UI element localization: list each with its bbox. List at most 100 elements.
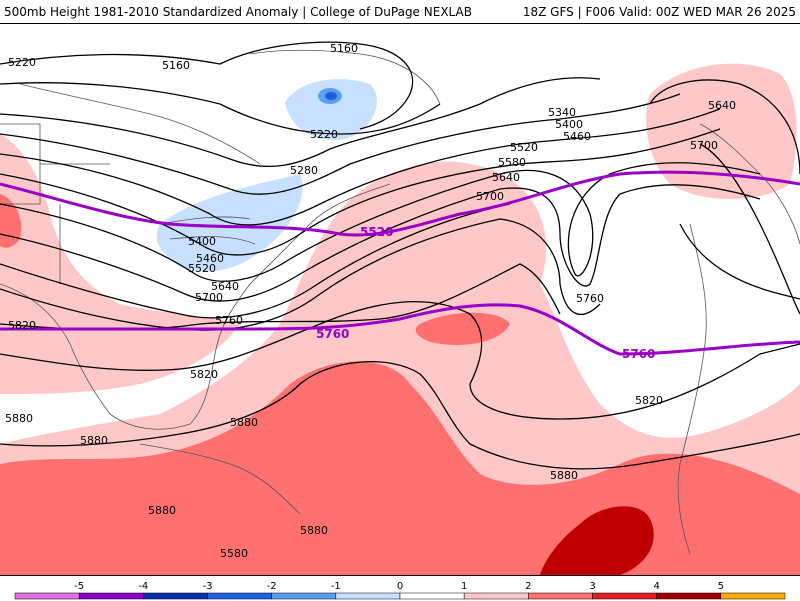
colorbar-swatches — [14, 592, 786, 600]
anomaly-pos2-small — [415, 312, 510, 345]
contour-label: 5880 — [230, 416, 258, 429]
colorbar-swatch — [656, 592, 722, 600]
title-bar: 500mb Height 1981-2010 Standardized Anom… — [0, 0, 800, 24]
anomaly-neg1-greenland — [285, 79, 377, 140]
contour-5520 — [0, 162, 761, 282]
colorbar-swatch — [78, 592, 144, 600]
contour-5340 — [0, 93, 681, 195]
contour-5160 — [0, 41, 414, 130]
contour-labels: 5160 5160 5220 5220 5280 5340 5400 5460 … — [5, 42, 736, 560]
highlight-contours — [0, 170, 800, 356]
contour-label: 5460 — [563, 130, 591, 143]
colorbar-tick-label: -4 — [138, 581, 148, 592]
contour-5700-east — [699, 143, 800, 315]
contour-label: 5880 — [5, 412, 33, 425]
coast-east — [189, 183, 391, 425]
coast-hudson — [19, 83, 261, 165]
highlight-labels: 5520 5760 5760 — [316, 225, 655, 361]
contour-label: 5700 — [690, 139, 718, 152]
contour-label: 5160 — [330, 42, 358, 55]
colorbar-swatch — [271, 592, 337, 600]
contour-label: 5460 — [196, 252, 224, 265]
coast-europe — [699, 123, 800, 245]
colorbar-tick-label: -5 — [74, 581, 84, 592]
contour-label: 5760 — [576, 292, 604, 305]
colorbar-tick-label: 3 — [589, 581, 595, 592]
contour-label: 5220 — [8, 56, 36, 69]
colorbar-swatch — [528, 592, 593, 600]
coast-greenland — [249, 49, 441, 105]
contour-5880 — [0, 361, 800, 470]
coast-gulf — [0, 283, 191, 430]
valid-time: 18Z GFS | F006 Valid: 00Z WED MAR 26 202… — [522, 5, 796, 19]
contour-5640 — [0, 203, 511, 319]
contour-label: 5880 — [300, 524, 328, 537]
contour-label: 5520 — [188, 262, 216, 275]
colorbar-tick-label: -2 — [267, 581, 277, 592]
contour-label: 5520 — [510, 141, 538, 154]
product-title: 500mb Height 1981-2010 Standardized Anom… — [4, 5, 472, 19]
colorbar-tick-label: 5 — [718, 581, 724, 592]
contour-label: 5400 — [188, 235, 216, 248]
contour-label: 5820 — [635, 394, 663, 407]
contour-label: 5280 — [290, 164, 318, 177]
colorbar-legend: -5 -4 -3 -2 -1 0 1 2 3 4 5 — [0, 575, 800, 600]
contour-label: 5340 — [548, 106, 576, 119]
contour-label: 5220 — [310, 128, 338, 141]
contour-5820 — [0, 301, 800, 420]
contour-label: 5760 — [215, 314, 243, 327]
contour-label: 5580 — [220, 547, 248, 560]
contour-label: 5820 — [190, 368, 218, 381]
contour-label: 5700 — [476, 190, 504, 203]
colorbar-swatch — [207, 592, 272, 600]
contour-5400 — [0, 108, 721, 226]
contour-label: 5640 — [211, 280, 239, 293]
contour-label: 5400 — [555, 118, 583, 131]
colorbar-tick-label: -3 — [203, 581, 213, 592]
anomaly-atlantic-region — [646, 63, 797, 199]
colorbar: -5 -4 -3 -2 -1 0 1 2 3 4 5 — [14, 581, 786, 600]
colorbar-swatch — [720, 592, 786, 600]
contour-label: 5700 — [195, 291, 223, 304]
contour-5460 — [0, 128, 721, 256]
contour-label: 5580 — [498, 156, 526, 169]
colorbar-tick-label: 0 — [397, 581, 403, 592]
contour-5700 — [0, 218, 601, 331]
colorbar-ticks: -5 -4 -3 -2 -1 0 1 2 3 4 5 — [74, 581, 724, 592]
height-contours — [0, 41, 800, 470]
colorbar-tick-label: 2 — [525, 581, 531, 592]
anomaly-pos2-west — [0, 194, 22, 248]
contour-label: 5820 — [8, 319, 36, 332]
contour-5280 — [0, 77, 601, 168]
weather-map: 5160 5160 5220 5220 5280 5340 5400 5460 … — [0, 24, 800, 575]
colorbar-swatch — [463, 592, 529, 600]
colorbar-swatch — [592, 592, 657, 600]
coast-caribbean — [139, 443, 301, 515]
anomaly-pos3-region — [540, 506, 654, 575]
contour-label: 5640 — [708, 99, 736, 112]
highlight-5520 — [0, 170, 800, 237]
highlight-5760 — [0, 303, 800, 356]
colorbar-swatch — [14, 592, 80, 600]
colorbar-tick-label: 1 — [461, 581, 467, 592]
coastlines — [0, 49, 800, 555]
highlight-label: 5760 — [622, 347, 655, 361]
contour-label: 5880 — [80, 434, 108, 447]
coast-africa — [677, 223, 707, 555]
colorbar-swatch — [143, 592, 208, 600]
highlight-label: 5760 — [316, 327, 349, 341]
contour-label: 5160 — [162, 59, 190, 72]
contour-5640-east — [649, 79, 800, 175]
contour-5760-east — [679, 223, 800, 300]
colorbar-tick-label: 4 — [653, 581, 659, 592]
colorbar-swatch — [399, 592, 465, 600]
contour-label: 5880 — [550, 469, 578, 482]
colorbar-tick-label: -1 — [331, 581, 341, 592]
contour-5220 — [0, 82, 441, 135]
highlight-label: 5520 — [360, 225, 393, 239]
contour-5580 — [0, 184, 761, 302]
contour-label: 5880 — [148, 504, 176, 517]
contour-label: 5640 — [492, 171, 520, 184]
colorbar-swatch — [335, 592, 401, 600]
